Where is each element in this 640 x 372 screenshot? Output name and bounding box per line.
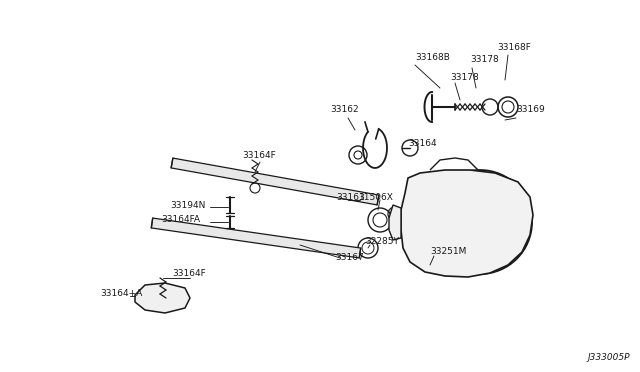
- Polygon shape: [171, 158, 379, 205]
- PathPatch shape: [389, 205, 401, 240]
- Circle shape: [428, 170, 532, 274]
- Text: 33164: 33164: [408, 138, 436, 148]
- Text: 33164FA: 33164FA: [161, 215, 200, 224]
- Text: 31506X: 31506X: [358, 193, 393, 202]
- Text: 32285Y: 32285Y: [365, 237, 399, 247]
- Text: 33162: 33162: [330, 106, 358, 115]
- Text: 33164+A: 33164+A: [100, 289, 142, 298]
- PathPatch shape: [135, 283, 190, 313]
- Circle shape: [477, 219, 483, 225]
- Text: 33164F: 33164F: [172, 269, 205, 278]
- Text: 33164F: 33164F: [242, 151, 276, 160]
- Polygon shape: [151, 218, 361, 258]
- Text: 33161: 33161: [336, 193, 365, 202]
- Text: 33168B: 33168B: [415, 52, 450, 61]
- Text: 33178: 33178: [450, 74, 479, 83]
- Text: 33168F: 33168F: [497, 42, 531, 51]
- Text: 33178: 33178: [470, 55, 499, 64]
- Text: 33194N: 33194N: [170, 201, 205, 209]
- Text: J333005P: J333005P: [588, 353, 630, 362]
- Text: 33251M: 33251M: [430, 247, 467, 257]
- PathPatch shape: [401, 170, 533, 277]
- Text: 33169: 33169: [516, 106, 545, 115]
- Text: 33167: 33167: [335, 253, 364, 263]
